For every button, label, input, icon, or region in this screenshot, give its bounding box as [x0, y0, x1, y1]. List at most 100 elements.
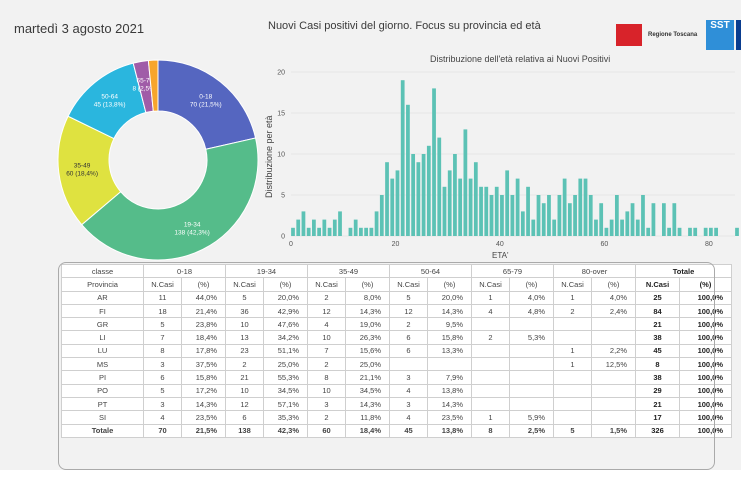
table-total-row: Totale 70 21,5% 138 42,3% 60 18,4% 45 13,8% 8 2,5%… — [61, 423, 733, 438]
table-cell: 100,0% — [679, 383, 733, 398]
table-cell: 8 — [143, 343, 182, 359]
histogram-bar — [672, 203, 677, 236]
table-cell: 5 — [389, 290, 429, 305]
table-cell: 4 — [143, 410, 182, 425]
table-sub-header: N.Casi — [143, 277, 182, 292]
table-cell: 8,0% — [345, 290, 391, 305]
table-cell: 10 — [307, 330, 347, 345]
table-cell: 14,3% — [427, 303, 473, 319]
table-sub-header: N.Casi — [553, 277, 593, 292]
table-cell: 37,5% — [180, 357, 227, 372]
table-cell: 3 — [307, 396, 347, 412]
table-sub-header: (%) — [591, 277, 637, 292]
histogram-bar — [338, 211, 342, 236]
table-cell: 34,5% — [263, 383, 309, 398]
table-cell: 21,1% — [345, 370, 391, 385]
histogram-bar — [510, 195, 515, 236]
table-cell: 23,5% — [427, 410, 473, 425]
table-cell: 100,0% — [679, 317, 733, 332]
table-cell: 5 — [225, 290, 265, 305]
histogram-bar — [552, 219, 557, 236]
table-cell: PT — [61, 396, 144, 412]
histogram-bar — [317, 227, 321, 236]
table-cell: 29 — [635, 383, 681, 398]
histogram-x-tick-label: 60 — [601, 241, 609, 248]
histogram-bar — [620, 219, 624, 236]
table-cell: 4,8% — [509, 303, 555, 319]
table-cell: 10 — [225, 317, 265, 332]
histogram-y-tick-label: 5 — [281, 193, 285, 200]
sst-logo-bar — [736, 20, 741, 50]
donut-slice-19-34 — [81, 137, 259, 261]
table-group-header: 0-18 — [142, 263, 227, 279]
table-sub-header: (%) — [263, 277, 309, 292]
histogram-bar — [515, 178, 520, 236]
table-cell — [509, 357, 555, 372]
histogram-bar — [468, 178, 473, 236]
histogram-bar — [641, 195, 645, 236]
table-cell: 57,1% — [263, 396, 309, 412]
table-cell — [509, 343, 555, 359]
table-cell: 100,0% — [679, 343, 733, 359]
table-cell: 20,0% — [427, 290, 473, 305]
table-cell: 60 — [307, 423, 347, 438]
table-sub-header: (%) — [509, 277, 555, 292]
table-row: PI 6 15,8% 21 55,3% 8 21,1% 3 7,9% 38 100,0% — [61, 370, 733, 385]
histogram-bar — [442, 186, 447, 236]
histogram-bar — [505, 170, 510, 236]
table-cell: 21,4% — [180, 303, 227, 319]
table-cell: 42,3% — [263, 423, 309, 438]
table-cell: LI — [61, 330, 144, 345]
histogram-title: Distribuzione dell'età relativa ai Nuovi… — [430, 54, 611, 64]
table-cell: 100,0% — [679, 370, 733, 385]
table-cell: AR — [61, 290, 144, 305]
table-cell — [591, 370, 637, 385]
donut-slice-label: 0-18 70 (21,5%) — [190, 93, 222, 108]
histogram-bar — [348, 227, 353, 236]
table-cell: 4,0% — [591, 290, 637, 305]
table-cell: 23,8% — [180, 317, 227, 332]
table-group-header-row: classe 0-18 19-34 35-49 50-64 65-79 80-over Tot… — [61, 263, 733, 279]
histogram-bar — [395, 170, 400, 236]
table-cell: 21,5% — [180, 423, 227, 438]
histogram-bar — [369, 227, 374, 236]
table-cell: 2 — [471, 330, 511, 345]
table-cell: 5 — [143, 317, 182, 332]
table-cell: 100,0% — [679, 303, 733, 319]
table-cell: 23,5% — [180, 410, 227, 425]
table-group-header: 19-34 — [225, 263, 309, 279]
table-cell: 20,0% — [263, 290, 309, 305]
table-cell: 13,8% — [427, 383, 473, 398]
table-cell: 38 — [635, 370, 681, 385]
histogram-bar — [667, 227, 671, 236]
table-cell: 2 — [389, 317, 429, 332]
histogram-bar — [306, 227, 311, 236]
table-cell: PI — [61, 370, 144, 385]
table-cell — [591, 317, 637, 332]
histogram-bar — [291, 227, 295, 236]
table-cell: 12 — [225, 396, 265, 412]
table-cell: 18 — [143, 303, 182, 319]
table-cell: 18,4% — [345, 423, 391, 438]
table-row: AR 11 44,0% 5 20,0% 2 8,0% 5 20,0% 1 4,0% 1 4,0% 25 10… — [61, 290, 733, 305]
table-cell: 2 — [225, 357, 265, 372]
table-row: SI 4 23,5% 6 35,3% 2 11,8% 4 23,5% 1 5,9% 17 100,0% — [61, 410, 733, 425]
table-cell: 2,2% — [591, 343, 637, 359]
table-cell: FI — [61, 303, 144, 319]
table-cell — [471, 396, 511, 412]
table-row: GR 5 23,8% 10 47,6% 4 19,0% 2 9,5% 21 100,0% — [61, 317, 733, 332]
histogram-bar — [520, 211, 525, 236]
table-sub-header: N.Casi — [471, 277, 511, 292]
histogram-bar — [374, 211, 379, 236]
table-group-header: 35-49 — [307, 263, 391, 279]
histogram-bar — [416, 162, 421, 236]
table-cell: 34,2% — [263, 330, 309, 345]
table-cell: 138 — [225, 423, 265, 438]
table-cell: Totale — [61, 423, 144, 438]
histogram-bar — [489, 195, 494, 236]
table-sub-header: N.Casi — [389, 277, 429, 292]
histogram-bar — [463, 129, 468, 236]
histogram-bar — [322, 219, 327, 236]
table-cell: 100,0% — [679, 410, 733, 425]
